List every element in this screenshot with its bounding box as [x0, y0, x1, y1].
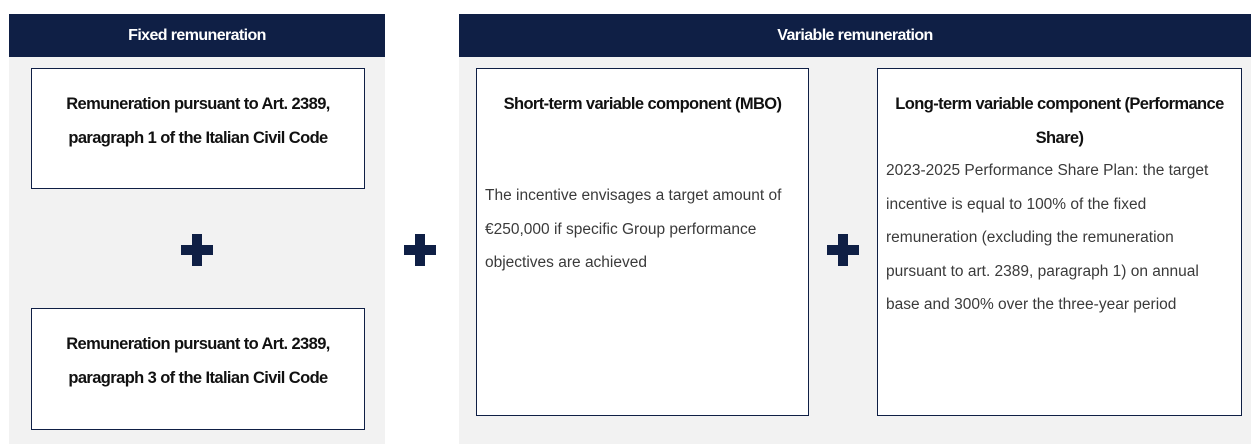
variable-box: Short-term variable component (MBO) The … [476, 68, 809, 416]
box-title: Remuneration pursuant to Art. 2389, para… [66, 95, 330, 147]
box-body: 2023-2025 Performance Share Plan: the ta… [886, 162, 1209, 313]
page: Fixed remuneration Remuneration pursuant… [9, 14, 1251, 444]
plus-icon [827, 234, 859, 266]
fixed-box: Remuneration pursuant to Art. 2389, para… [31, 308, 365, 430]
box-title: Short-term variable component (MBO) [503, 95, 782, 113]
box-title: Remuneration pursuant to Art. 2389, para… [66, 335, 330, 387]
plus-icon [404, 234, 436, 266]
variable-box: Long-term variable component (Performanc… [877, 68, 1242, 416]
header: Fixed remuneration [9, 14, 385, 57]
header: Variable remuneration [459, 14, 1251, 57]
fixed-box: Remuneration pursuant to Art. 2389, para… [31, 68, 365, 189]
plus-icon [181, 234, 213, 266]
box-body: The incentive envisages a target amount … [485, 187, 782, 271]
box-title: Long-term variable component (Performanc… [895, 95, 1224, 147]
